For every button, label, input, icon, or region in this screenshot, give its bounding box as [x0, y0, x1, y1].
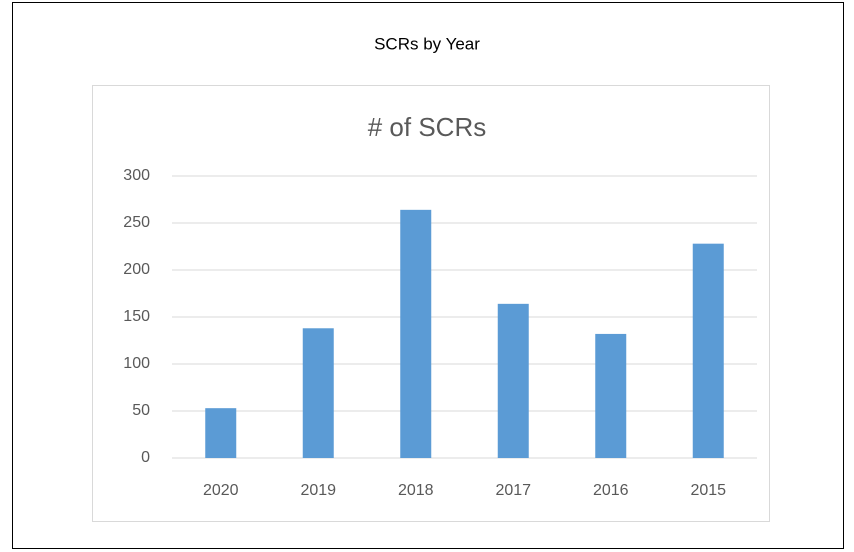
y-tick-label: 150: [123, 308, 150, 325]
y-tick-label: 100: [123, 355, 150, 372]
bar: [400, 209, 432, 458]
x-tick-label: 2016: [593, 482, 629, 499]
y-tick-label: 0: [141, 449, 150, 466]
y-tick-label: 50: [132, 402, 150, 419]
x-tick-label: 2017: [495, 482, 531, 499]
bar: [595, 333, 627, 458]
bar: [302, 328, 334, 458]
bar: [692, 243, 724, 458]
chart-title: # of SCRs: [368, 112, 487, 142]
y-tick-label: 250: [123, 214, 150, 231]
x-tick-label: 2015: [690, 482, 726, 499]
y-tick-label: 200: [123, 261, 150, 278]
y-tick-label: 300: [123, 167, 150, 184]
page-title: SCRs by Year: [374, 34, 480, 53]
bar: [205, 408, 237, 458]
x-tick-label: 2019: [300, 482, 336, 499]
x-tick-label: 2018: [398, 482, 434, 499]
bar: [497, 303, 529, 458]
x-tick-label: 2020: [203, 482, 239, 499]
